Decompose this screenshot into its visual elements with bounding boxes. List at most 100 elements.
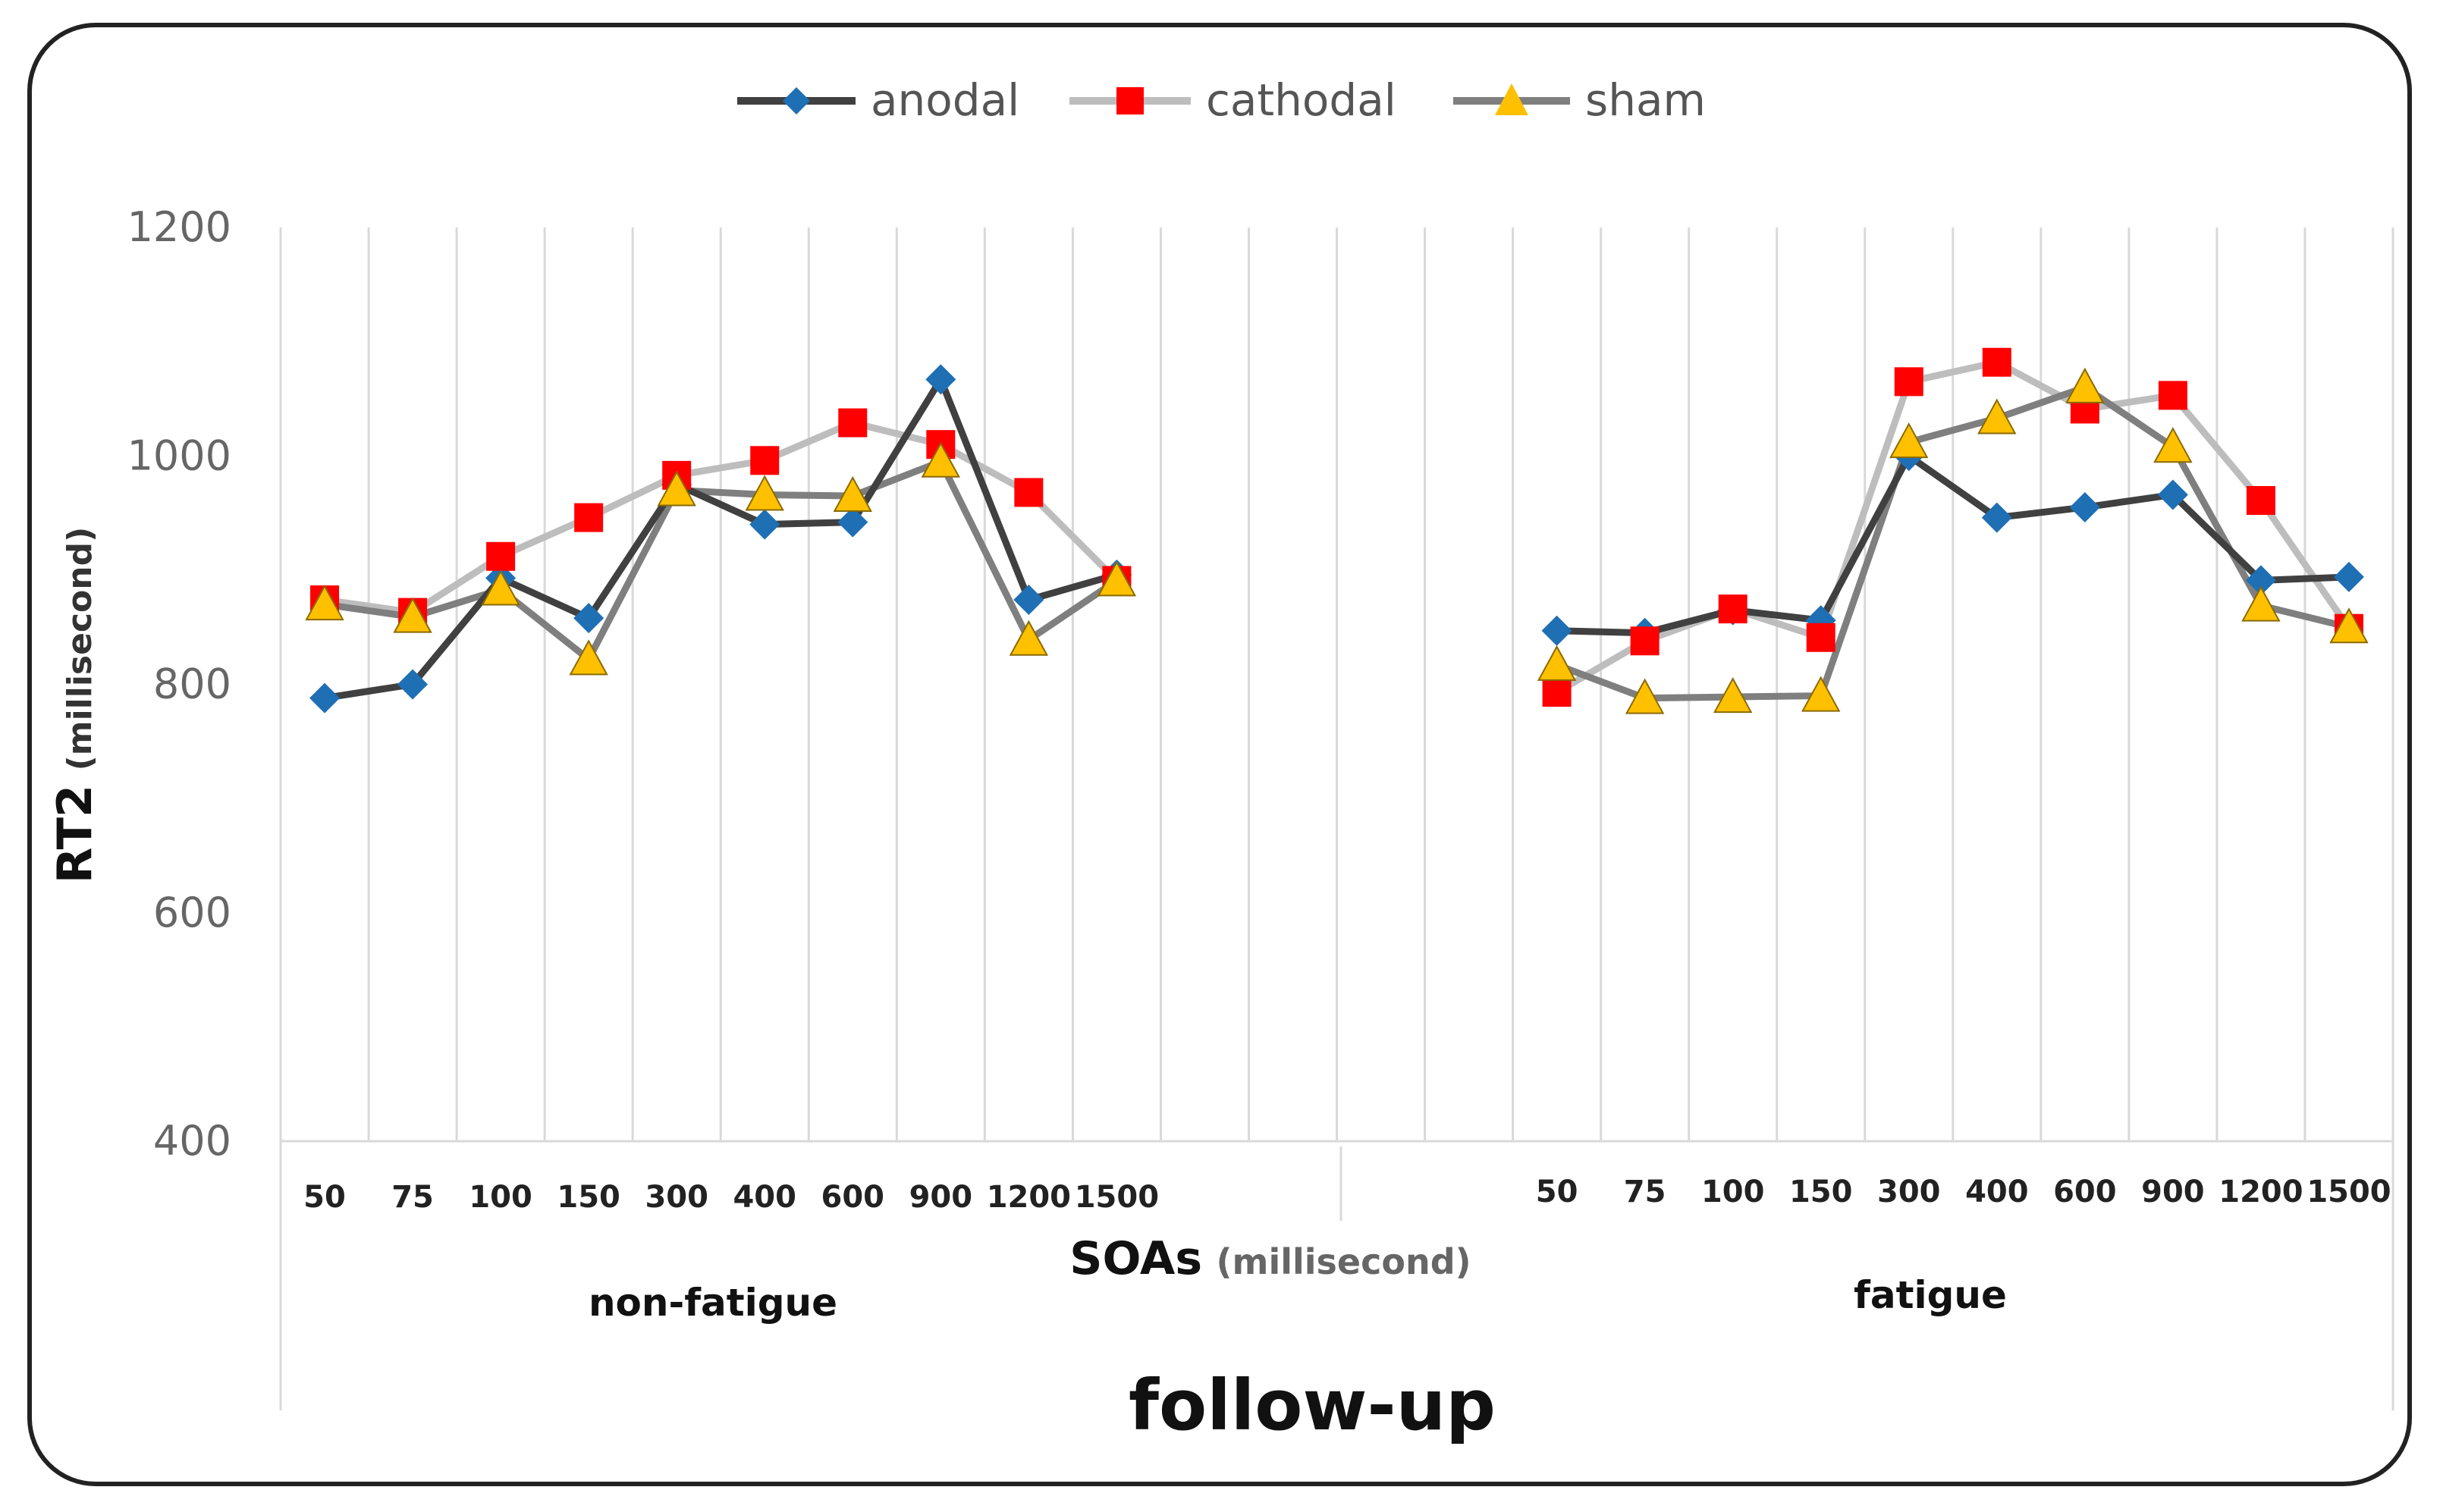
legend-label-sham: sham bbox=[1585, 74, 1706, 126]
x-tick-label: 100 bbox=[1701, 1175, 1765, 1209]
grid-layer bbox=[279, 227, 2394, 1410]
y-tick-label: 800 bbox=[153, 660, 231, 708]
footer-label: follow-up bbox=[1129, 1365, 1496, 1446]
x-tick-label: 600 bbox=[821, 1180, 885, 1215]
data-point-cathodal bbox=[2158, 381, 2187, 410]
data-point-cathodal bbox=[1982, 347, 2011, 377]
data-point-sham bbox=[1889, 422, 1929, 459]
y-tick-label: 600 bbox=[153, 889, 231, 936]
data-point-anodal bbox=[2157, 479, 2188, 510]
legend-label-cathodal: cathodal bbox=[1206, 74, 1396, 126]
series-line-sham bbox=[324, 458, 1119, 663]
data-point-anodal bbox=[1981, 502, 2012, 533]
data-point-cathodal bbox=[574, 503, 604, 532]
data-point-sham bbox=[1009, 620, 1049, 656]
data-point-anodal bbox=[1013, 585, 1044, 616]
data-point-anodal bbox=[573, 603, 604, 634]
legend: anodal cathodal sham bbox=[737, 74, 1706, 126]
data-point-anodal bbox=[397, 669, 429, 700]
series-line-anodal bbox=[1556, 452, 2350, 637]
data-point-cathodal bbox=[486, 541, 516, 571]
data-point-cathodal bbox=[1630, 626, 1660, 656]
group-label-non-fatigue: non-fatigue bbox=[589, 1281, 837, 1325]
data-point-sham bbox=[305, 584, 344, 621]
data-point-sham bbox=[2329, 607, 2369, 644]
x-axis-unit: (millisecond) bbox=[1217, 1241, 1471, 1282]
x-tick-label: 1500 bbox=[2306, 1175, 2391, 1209]
data-point-cathodal bbox=[1894, 367, 1923, 397]
data-point-sham bbox=[1801, 676, 1841, 712]
data-point-anodal bbox=[749, 509, 780, 540]
y-axis-unit: (millisecond) bbox=[61, 527, 99, 771]
data-point-cathodal bbox=[1014, 478, 1044, 507]
data-point-sham bbox=[657, 470, 696, 507]
data-point-sham bbox=[2153, 427, 2193, 463]
data-point-sham bbox=[1625, 678, 1665, 714]
data-point-sham bbox=[393, 597, 432, 633]
x-tick-label: 150 bbox=[1789, 1175, 1853, 1209]
series-line-cathodal bbox=[324, 419, 1119, 616]
x-tick-label: 1200 bbox=[987, 1180, 1071, 1215]
data-point-sham bbox=[2065, 367, 2105, 403]
legend-item-sham: sham bbox=[1453, 74, 1706, 126]
x-tick-label: 75 bbox=[1624, 1175, 1666, 1209]
x-axis-title: SOAs (millisecond) bbox=[1069, 1232, 1471, 1285]
legend-item-cathodal: cathodal bbox=[1069, 74, 1396, 126]
x-axis-label: SOAs bbox=[1069, 1232, 1202, 1285]
chart-frame bbox=[27, 23, 2412, 1486]
legend-marker-sham bbox=[1495, 83, 1528, 115]
x-tick-label: 900 bbox=[2141, 1175, 2205, 1209]
data-point-anodal bbox=[2069, 492, 2100, 523]
data-point-cathodal bbox=[838, 408, 868, 438]
legend-marker-cathodal bbox=[1116, 87, 1144, 114]
x-tick-label: 900 bbox=[909, 1180, 973, 1215]
data-point-cathodal bbox=[750, 446, 780, 475]
data-point-cathodal bbox=[1806, 623, 1835, 652]
y-axis-label: RT2 bbox=[47, 785, 102, 883]
data-point-anodal bbox=[2245, 565, 2276, 596]
y-tick-label: 1000 bbox=[127, 431, 231, 479]
data-point-sham bbox=[833, 475, 872, 512]
data-point-anodal bbox=[309, 682, 341, 714]
data-point-anodal bbox=[837, 507, 868, 538]
x-tick-label: 400 bbox=[1965, 1175, 2029, 1209]
x-tick-label: 150 bbox=[557, 1180, 620, 1215]
series-line-anodal bbox=[324, 375, 1118, 702]
data-point-sham bbox=[921, 441, 960, 478]
series-layer bbox=[305, 347, 2369, 714]
data-point-sham bbox=[745, 475, 784, 511]
axis-layer: 400 600 800 1000 1200 50 75 100 150 300 400 600 900 1… bbox=[127, 203, 2391, 1215]
svg-text:RT2 (millisecond): RT2 (millisecond) bbox=[47, 527, 102, 883]
data-point-sham bbox=[2241, 585, 2281, 622]
legend-label-anodal: anodal bbox=[871, 74, 1019, 126]
y-axis-title: RT2 (millisecond) bbox=[47, 527, 102, 883]
data-point-anodal bbox=[1541, 615, 1572, 646]
data-point-anodal bbox=[925, 364, 956, 395]
legend-item-anodal: anodal bbox=[737, 74, 1019, 126]
y-tick-label: 400 bbox=[153, 1117, 231, 1165]
data-point-cathodal bbox=[1542, 678, 1572, 707]
x-tick-label: 1500 bbox=[1075, 1180, 1159, 1215]
x-tick-label: 1200 bbox=[2218, 1175, 2303, 1209]
data-point-sham bbox=[1977, 398, 2017, 434]
data-point-anodal bbox=[2333, 561, 2364, 592]
legend-marker-anodal bbox=[783, 87, 810, 114]
x-tick-label: 75 bbox=[391, 1180, 434, 1215]
x-tick-label: 600 bbox=[2053, 1175, 2117, 1209]
data-point-cathodal bbox=[2246, 485, 2275, 515]
x-tick-label: 300 bbox=[1877, 1175, 1941, 1209]
x-tick-label: 100 bbox=[469, 1180, 532, 1215]
x-tick-label: 50 bbox=[1536, 1175, 1578, 1209]
data-point-sham bbox=[1537, 645, 1577, 681]
data-point-sham bbox=[569, 639, 608, 676]
x-tick-label: 400 bbox=[733, 1180, 796, 1215]
series-line-sham bbox=[1556, 384, 2350, 702]
data-point-sham bbox=[481, 569, 520, 606]
data-point-sham bbox=[1097, 560, 1137, 597]
x-tick-label: 300 bbox=[645, 1180, 708, 1215]
x-tick-label: 50 bbox=[303, 1180, 346, 1215]
group-label-fatigue: fatigue bbox=[1854, 1273, 2007, 1317]
data-point-cathodal bbox=[1718, 594, 1747, 624]
data-point-sham bbox=[1713, 676, 1753, 714]
